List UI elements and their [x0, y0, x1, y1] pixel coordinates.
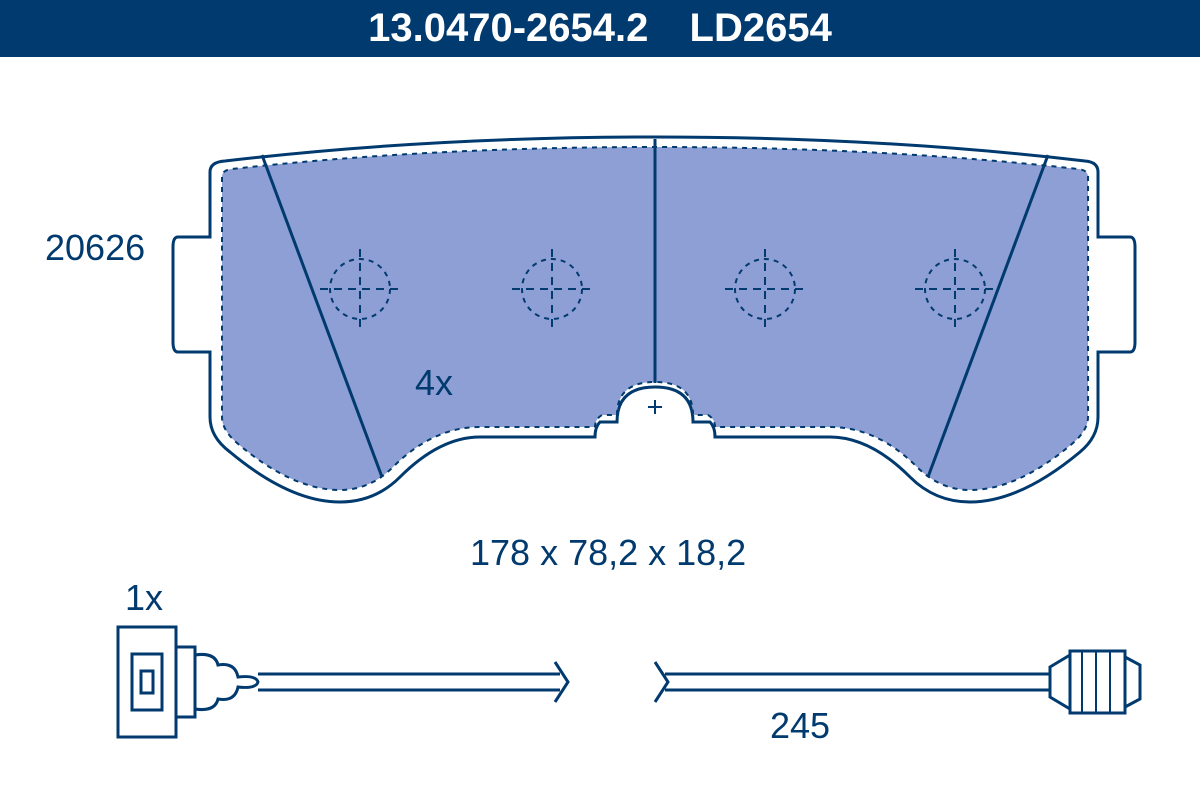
- part-number: 13.0470-2654.2: [368, 6, 648, 50]
- sensor-length-label: 245: [770, 705, 830, 747]
- wear-sensor: [118, 627, 1140, 737]
- sensor-quantity-label: 1x: [125, 577, 163, 619]
- brake-pad-diagram: [0, 57, 1200, 797]
- pad-quantity-label: 4x: [415, 362, 453, 404]
- pad-dimensions-label: 178 x 78,2 x 18,2: [470, 532, 746, 574]
- diagram-area: 20626 4x 178 x 78,2 x 18,2 1x 245: [0, 57, 1200, 797]
- header-bar: 13.0470-2654.2 LD2654: [0, 0, 1200, 57]
- wva-number-label: 20626: [45, 227, 145, 269]
- part-code: LD2654: [690, 6, 832, 50]
- bottom-cross-mark: [648, 400, 662, 414]
